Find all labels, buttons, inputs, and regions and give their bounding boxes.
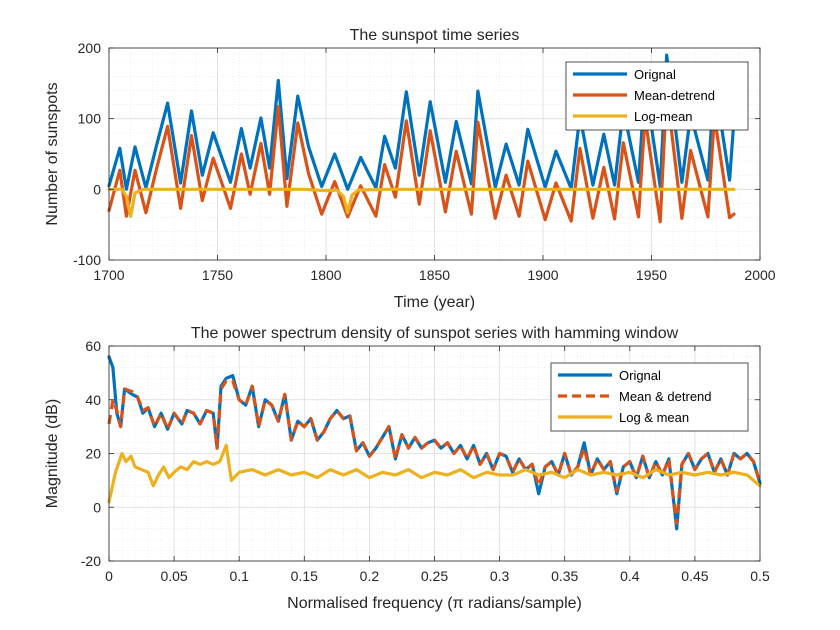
x-axis-label: Time (year) xyxy=(394,294,475,311)
x-tick-label: 0.4 xyxy=(620,568,640,584)
x-tick-label: 1700 xyxy=(93,267,124,283)
x-tick-label: 0.2 xyxy=(360,568,380,584)
x-tick-label: 0.05 xyxy=(160,568,187,584)
x-tick-label: 1800 xyxy=(310,267,341,283)
x-tick-label: 0.35 xyxy=(551,568,578,584)
x-tick-label: 2000 xyxy=(744,267,775,283)
y-tick-label: 100 xyxy=(78,111,102,127)
legend-label: Orignal xyxy=(634,67,676,82)
chart-2: 0 0.05 0.1 0.15 0.2 0.25 0.3 0.35 0.4 0.45 0.5-200… xyxy=(44,325,770,612)
x-tick-label: 0.15 xyxy=(291,568,318,584)
legend-label: Orignal xyxy=(619,368,661,383)
legend: Orignal Mean-detrend Log-mean xyxy=(565,61,749,131)
x-tick-label: 0 xyxy=(105,568,113,584)
legend-label: Mean-detrend xyxy=(634,88,715,103)
legend-label: Mean & detrend xyxy=(619,389,712,404)
x-axis-label: Normalised frequency (π radians/sample) xyxy=(287,595,582,612)
y-tick-label: 0 xyxy=(93,499,101,515)
x-tick-label: 0.3 xyxy=(490,568,510,584)
chart-title: The power spectrum density of sunspot se… xyxy=(191,325,679,342)
y-tick-label: 20 xyxy=(85,446,101,462)
series-line-mean-detrend xyxy=(107,379,762,525)
series-line-mean-detrend xyxy=(107,88,736,224)
y-axis-label: Number of sunspots xyxy=(44,82,61,225)
legend-label: Log-mean xyxy=(634,109,693,124)
chart-title: The sunspot time series xyxy=(350,27,520,44)
series-group xyxy=(107,53,736,224)
legend-label: Log & mean xyxy=(619,410,689,425)
series-line-log-mean xyxy=(107,187,736,218)
x-tick-label: 1900 xyxy=(527,267,558,283)
y-axis-label: Magnitude (dB) xyxy=(44,399,61,508)
y-tick-label: -100 xyxy=(73,252,101,268)
x-tick-label: 0.5 xyxy=(750,568,770,584)
legend: Orignal Mean & detrend Log & mean xyxy=(550,362,749,432)
x-tick-label: 0.1 xyxy=(229,568,249,584)
series-group xyxy=(107,355,762,531)
x-tick-label: 1750 xyxy=(202,267,233,283)
y-tick-label: -20 xyxy=(81,553,101,569)
y-tick-label: 40 xyxy=(85,392,101,408)
y-tick-label: 0 xyxy=(93,181,101,197)
y-tick-label: 60 xyxy=(85,338,101,354)
x-tick-label: 1950 xyxy=(636,267,667,283)
x-tick-label: 0.25 xyxy=(421,568,448,584)
y-tick-label: 200 xyxy=(78,40,102,56)
chart-1: 1700 1750 1800 1850 1900 1950 2000 -100 0 100 200 T… xyxy=(44,27,776,311)
x-tick-label: 1850 xyxy=(419,267,450,283)
series-line-orignal xyxy=(107,53,736,191)
x-tick-label: 0.45 xyxy=(681,568,708,584)
series-line-log-mean xyxy=(107,443,762,504)
